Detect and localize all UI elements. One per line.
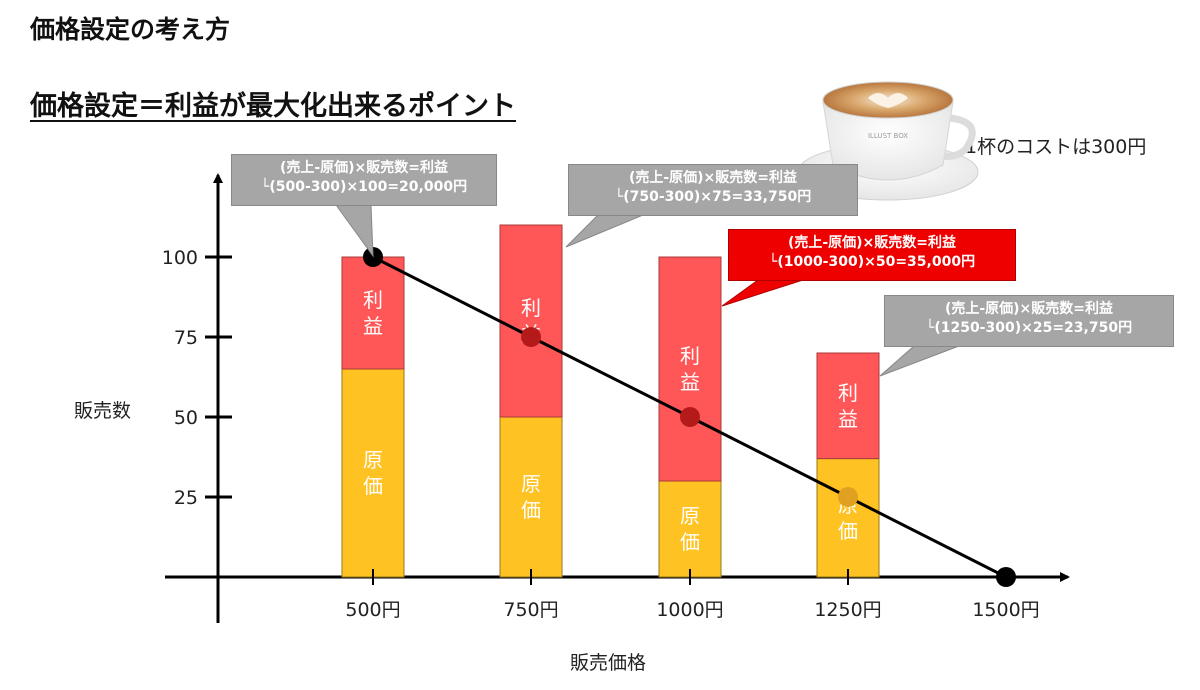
cost-label: 原価 [363,448,383,498]
profit-label: 利益 [838,381,858,431]
cup-cost-note: 1杯のコストは300円 [965,136,1147,158]
profit-callout: (売上-原価)×販売数=利益 └(500-300)×100=20,000円 [231,154,497,206]
callout-formula: (売上-原価)×販売数=利益 [944,301,1114,317]
callout-pointer [335,204,374,258]
profit-callout: (売上-原価)×販売数=利益 └(1000-300)×50=35,000円 [728,229,1016,281]
callout-formula: (売上-原価)×販売数=利益 [628,170,798,186]
profit-bar [499,224,563,418]
demand-point [838,487,858,507]
callout-calculation: └(1250-300)×25=23,750円 [925,320,1133,336]
callout-pointer [565,214,644,248]
demand-point [680,407,700,427]
y-tick-label: 25 [174,487,198,509]
x-tick-label: 500円 [345,599,400,621]
demand-point [521,327,541,347]
cost-bar [816,458,880,578]
bars: 利益原価利益原価利益原価利益原価 [341,224,880,578]
demand-line [363,247,1016,587]
x-tick-label: 750円 [503,599,558,621]
y-axis-label: 販売数 [74,400,132,422]
callout-pointer [879,345,960,377]
profit-label: 利益 [363,288,383,338]
profit-bar [658,256,722,482]
callout-calculation: └(1000-300)×50=35,000円 [768,254,976,270]
callout-formula: (売上-原価)×販売数=利益 [279,160,449,176]
subtitle: 価格設定＝利益が最大化出来るポイント [30,91,516,122]
callout-pointer [721,279,804,307]
x-axis-label: 販売価格 [570,652,647,674]
cost-bar [658,480,722,578]
profit-bar [341,256,405,370]
cost-bar [499,416,563,578]
cost-label: 原価 [680,504,700,554]
demand-point [996,567,1016,587]
callout-calculation: └(500-300)×100=20,000円 [260,179,468,195]
profit-callout: (売上-原価)×販売数=利益 └(1250-300)×25=23,750円 [884,295,1174,347]
x-tick-label: 1500円 [972,599,1039,621]
x-ticks: 500円 750円 1000円 1250円 1500円 [345,569,1040,621]
callout-calculation: └(750-300)×75=33,750円 [614,189,812,205]
callout-formula: (売上-原価)×販売数=利益 [787,235,957,251]
y-tick-label: 75 [174,327,198,349]
y-tick-label: 100 [162,247,198,269]
cost-bar [341,368,405,578]
x-tick-label: 1250円 [814,599,881,621]
cup-brand-text: ILLUST BOX [868,132,908,140]
y-tick-label: 50 [174,407,198,429]
cost-label: 原価 [521,472,541,522]
x-tick-label: 1000円 [656,599,723,621]
demand-point [363,247,383,267]
profit-callout: (売上-原価)×販売数=利益 └(750-300)×75=33,750円 [568,164,858,216]
profit-bar [816,352,880,460]
profit-label: 利益 [680,344,700,394]
page-title: 価格設定の考え方 [30,15,231,44]
y-ticks: 25 50 75 100 [162,247,232,509]
